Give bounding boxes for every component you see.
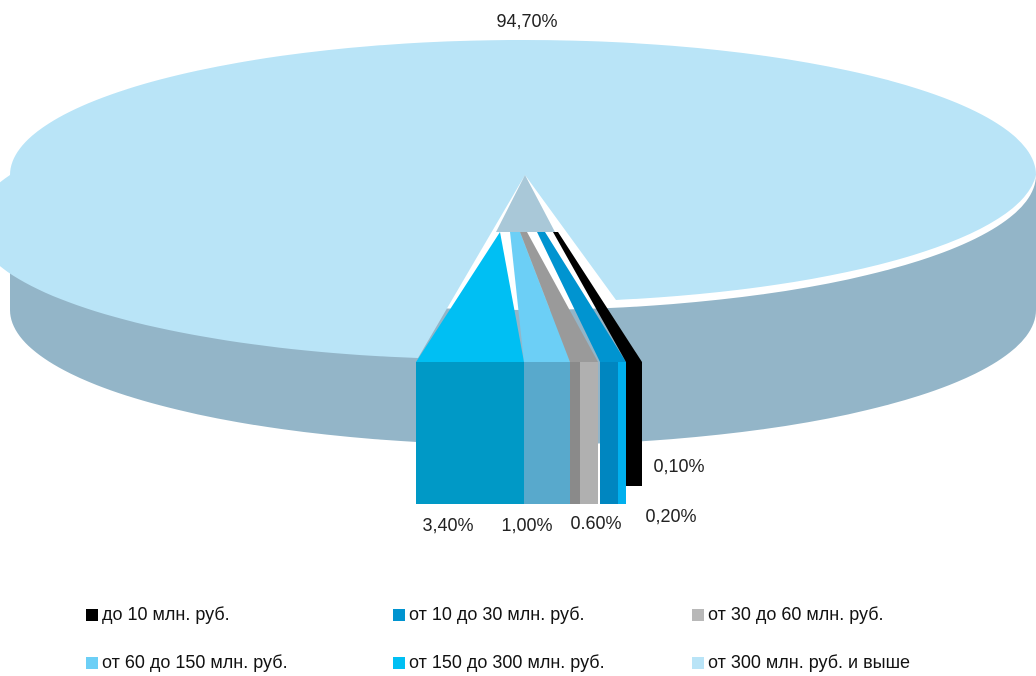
pie-slice-60-150 bbox=[510, 232, 570, 504]
legend-label: от 150 до 300 млн. руб. bbox=[409, 652, 605, 672]
legend-label: от 10 до 30 млн. руб. bbox=[409, 604, 585, 624]
pie-slice-10-30 bbox=[537, 232, 626, 504]
pie-slice-over-300-top bbox=[0, 40, 1036, 358]
pie-slice-under-10 bbox=[553, 232, 642, 486]
pie-slice-over-300-wedge bbox=[496, 175, 555, 232]
data-label-under-10: 0,10% bbox=[653, 456, 704, 476]
legend-item-under-10: до 10 млн. руб. bbox=[86, 604, 230, 625]
legend-swatch bbox=[393, 608, 405, 621]
data-label-150-300: 3,40% bbox=[422, 515, 473, 535]
legend-swatch bbox=[86, 656, 98, 669]
data-label-10-30: 0,20% bbox=[645, 506, 696, 526]
data-label-30-60: 0.60% bbox=[570, 513, 621, 533]
data-label-60-150: 1,00% bbox=[501, 515, 552, 535]
legend-label: от 30 до 60 млн. руб. bbox=[708, 604, 884, 624]
legend-swatch bbox=[692, 656, 704, 669]
legend-label: от 60 до 150 млн. руб. bbox=[102, 652, 288, 672]
pie-slice-30-60 bbox=[520, 232, 598, 504]
pie-slice-150-300 bbox=[416, 232, 524, 504]
data-label-over-300: 94,70% bbox=[496, 11, 557, 31]
legend-item-10-30: от 10 до 30 млн. руб. bbox=[393, 604, 585, 625]
legend-item-30-60: от 30 до 60 млн. руб. bbox=[692, 604, 884, 625]
legend-item-60-150: от 60 до 150 млн. руб. bbox=[86, 652, 288, 673]
legend-swatch bbox=[692, 608, 704, 621]
legend-label: до 10 млн. руб. bbox=[102, 604, 230, 624]
legend-swatch bbox=[393, 656, 405, 669]
legend-item-over-300: от 300 млн. руб. и выше bbox=[692, 652, 910, 673]
legend-label: от 300 млн. руб. и выше bbox=[708, 652, 911, 672]
legend-item-150-300: от 150 до 300 млн. руб. bbox=[393, 652, 605, 673]
legend-swatch bbox=[86, 608, 98, 621]
